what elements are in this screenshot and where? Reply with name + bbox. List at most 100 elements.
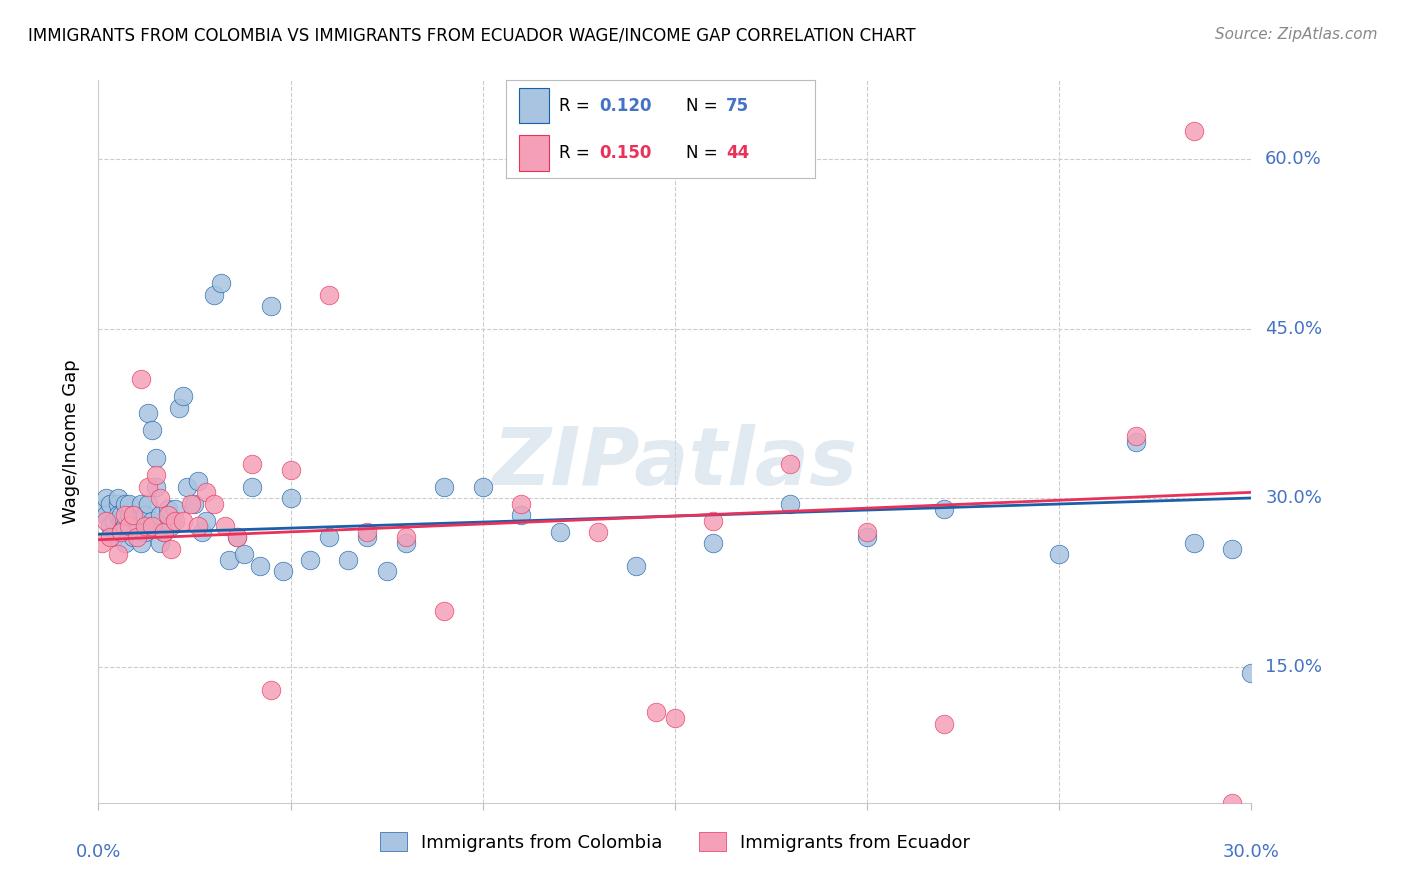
Text: N =: N = — [686, 144, 723, 161]
Text: 45.0%: 45.0% — [1265, 319, 1323, 338]
Point — [337, 553, 360, 567]
Point — [180, 497, 202, 511]
Point — [91, 502, 114, 516]
Point — [149, 536, 172, 550]
Text: 0.0%: 0.0% — [76, 843, 121, 861]
Point — [118, 519, 141, 533]
Point — [202, 287, 225, 301]
Point — [856, 531, 879, 545]
FancyBboxPatch shape — [519, 88, 550, 123]
Point — [280, 463, 302, 477]
Point — [187, 519, 209, 533]
Point — [98, 519, 121, 533]
Point — [141, 519, 163, 533]
Point — [149, 491, 172, 505]
Point — [702, 514, 724, 528]
Point — [107, 548, 129, 562]
Point — [125, 514, 148, 528]
Point — [94, 508, 117, 522]
Point — [122, 531, 145, 545]
Point — [118, 497, 141, 511]
Text: 30.0%: 30.0% — [1223, 843, 1279, 861]
Point — [98, 497, 121, 511]
Point — [195, 485, 218, 500]
Text: 75: 75 — [725, 97, 749, 115]
Point — [110, 514, 132, 528]
Text: Source: ZipAtlas.com: Source: ZipAtlas.com — [1215, 27, 1378, 42]
Text: ZIPatlas: ZIPatlas — [492, 425, 858, 502]
FancyBboxPatch shape — [519, 136, 550, 170]
Point — [110, 508, 132, 522]
Point — [218, 553, 240, 567]
Point — [318, 287, 340, 301]
Point — [548, 524, 571, 539]
Point — [1220, 541, 1243, 556]
Text: 44: 44 — [725, 144, 749, 161]
Point — [118, 508, 141, 522]
Point — [280, 491, 302, 505]
Point — [356, 524, 378, 539]
Point — [187, 474, 209, 488]
Point — [152, 524, 174, 539]
Point — [271, 565, 294, 579]
Point — [107, 497, 129, 511]
Point — [172, 514, 194, 528]
Point — [134, 508, 156, 522]
Point — [191, 524, 214, 539]
Point — [141, 514, 163, 528]
Point — [114, 497, 136, 511]
Point — [1182, 536, 1205, 550]
Point — [433, 604, 456, 618]
Point — [114, 536, 136, 550]
Point — [110, 524, 132, 539]
Point — [586, 524, 609, 539]
Point — [195, 514, 218, 528]
Point — [107, 508, 129, 522]
Point — [932, 502, 955, 516]
Point — [94, 514, 117, 528]
Point — [91, 536, 114, 550]
Point — [129, 536, 152, 550]
Point — [149, 508, 172, 522]
Text: 60.0%: 60.0% — [1265, 151, 1322, 169]
Point — [176, 480, 198, 494]
Point — [125, 524, 148, 539]
Point — [107, 491, 129, 505]
Point — [240, 457, 263, 471]
Legend: Immigrants from Colombia, Immigrants from Ecuador: Immigrants from Colombia, Immigrants fro… — [373, 825, 977, 859]
Point — [165, 502, 187, 516]
Text: 30.0%: 30.0% — [1265, 489, 1322, 507]
Point — [1220, 796, 1243, 810]
Point — [122, 508, 145, 522]
Point — [138, 497, 160, 511]
Text: 0.150: 0.150 — [599, 144, 651, 161]
Point — [225, 531, 247, 545]
Point — [433, 480, 456, 494]
Y-axis label: Wage/Income Gap: Wage/Income Gap — [62, 359, 80, 524]
Point — [471, 480, 494, 494]
Point — [141, 423, 163, 437]
Text: R =: R = — [558, 144, 595, 161]
Point — [103, 514, 125, 528]
Point — [110, 524, 132, 539]
Point — [510, 497, 533, 511]
Point — [240, 480, 263, 494]
Point — [114, 519, 136, 533]
Point — [779, 457, 801, 471]
Text: R =: R = — [558, 97, 595, 115]
Point — [702, 536, 724, 550]
Point — [172, 389, 194, 403]
Point — [779, 497, 801, 511]
Point — [1125, 429, 1147, 443]
Point — [129, 372, 152, 386]
Point — [318, 531, 340, 545]
Point — [356, 531, 378, 545]
Point — [152, 524, 174, 539]
Point — [145, 480, 167, 494]
Point — [145, 468, 167, 483]
Point — [183, 497, 205, 511]
Point — [1125, 434, 1147, 449]
Point — [160, 519, 183, 533]
Point — [167, 401, 190, 415]
Point — [98, 531, 121, 545]
